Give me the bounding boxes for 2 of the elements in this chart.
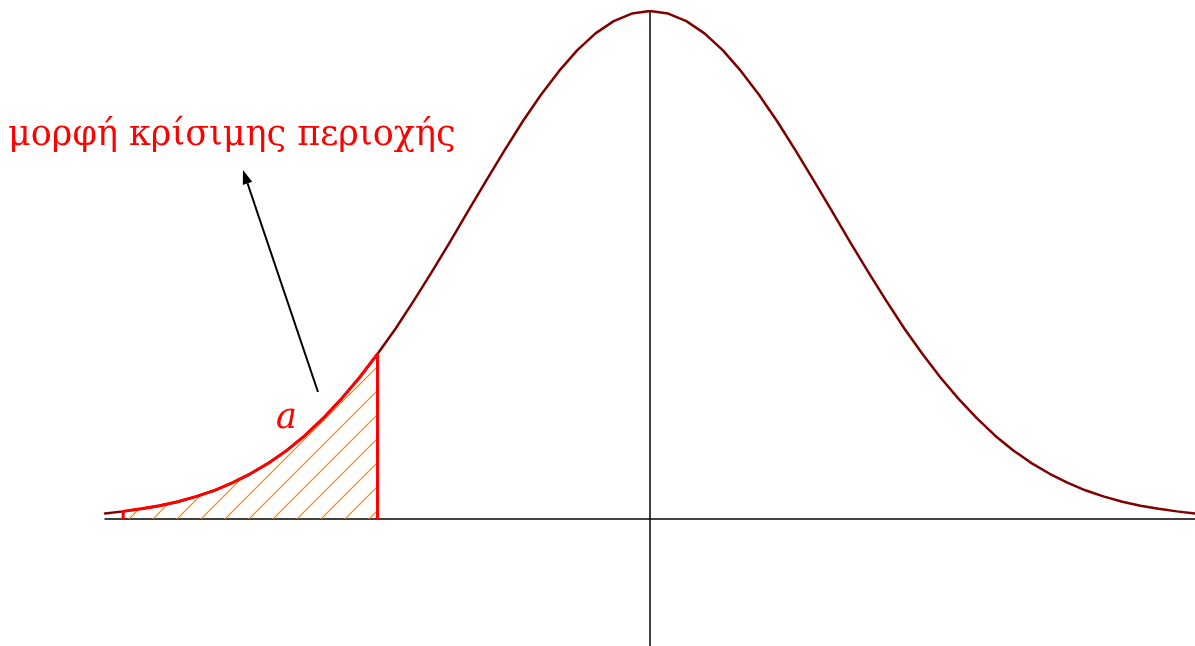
annotation: μορφή κρίσιμης περιοχής	[8, 112, 456, 153]
annotation: a	[276, 395, 297, 436]
